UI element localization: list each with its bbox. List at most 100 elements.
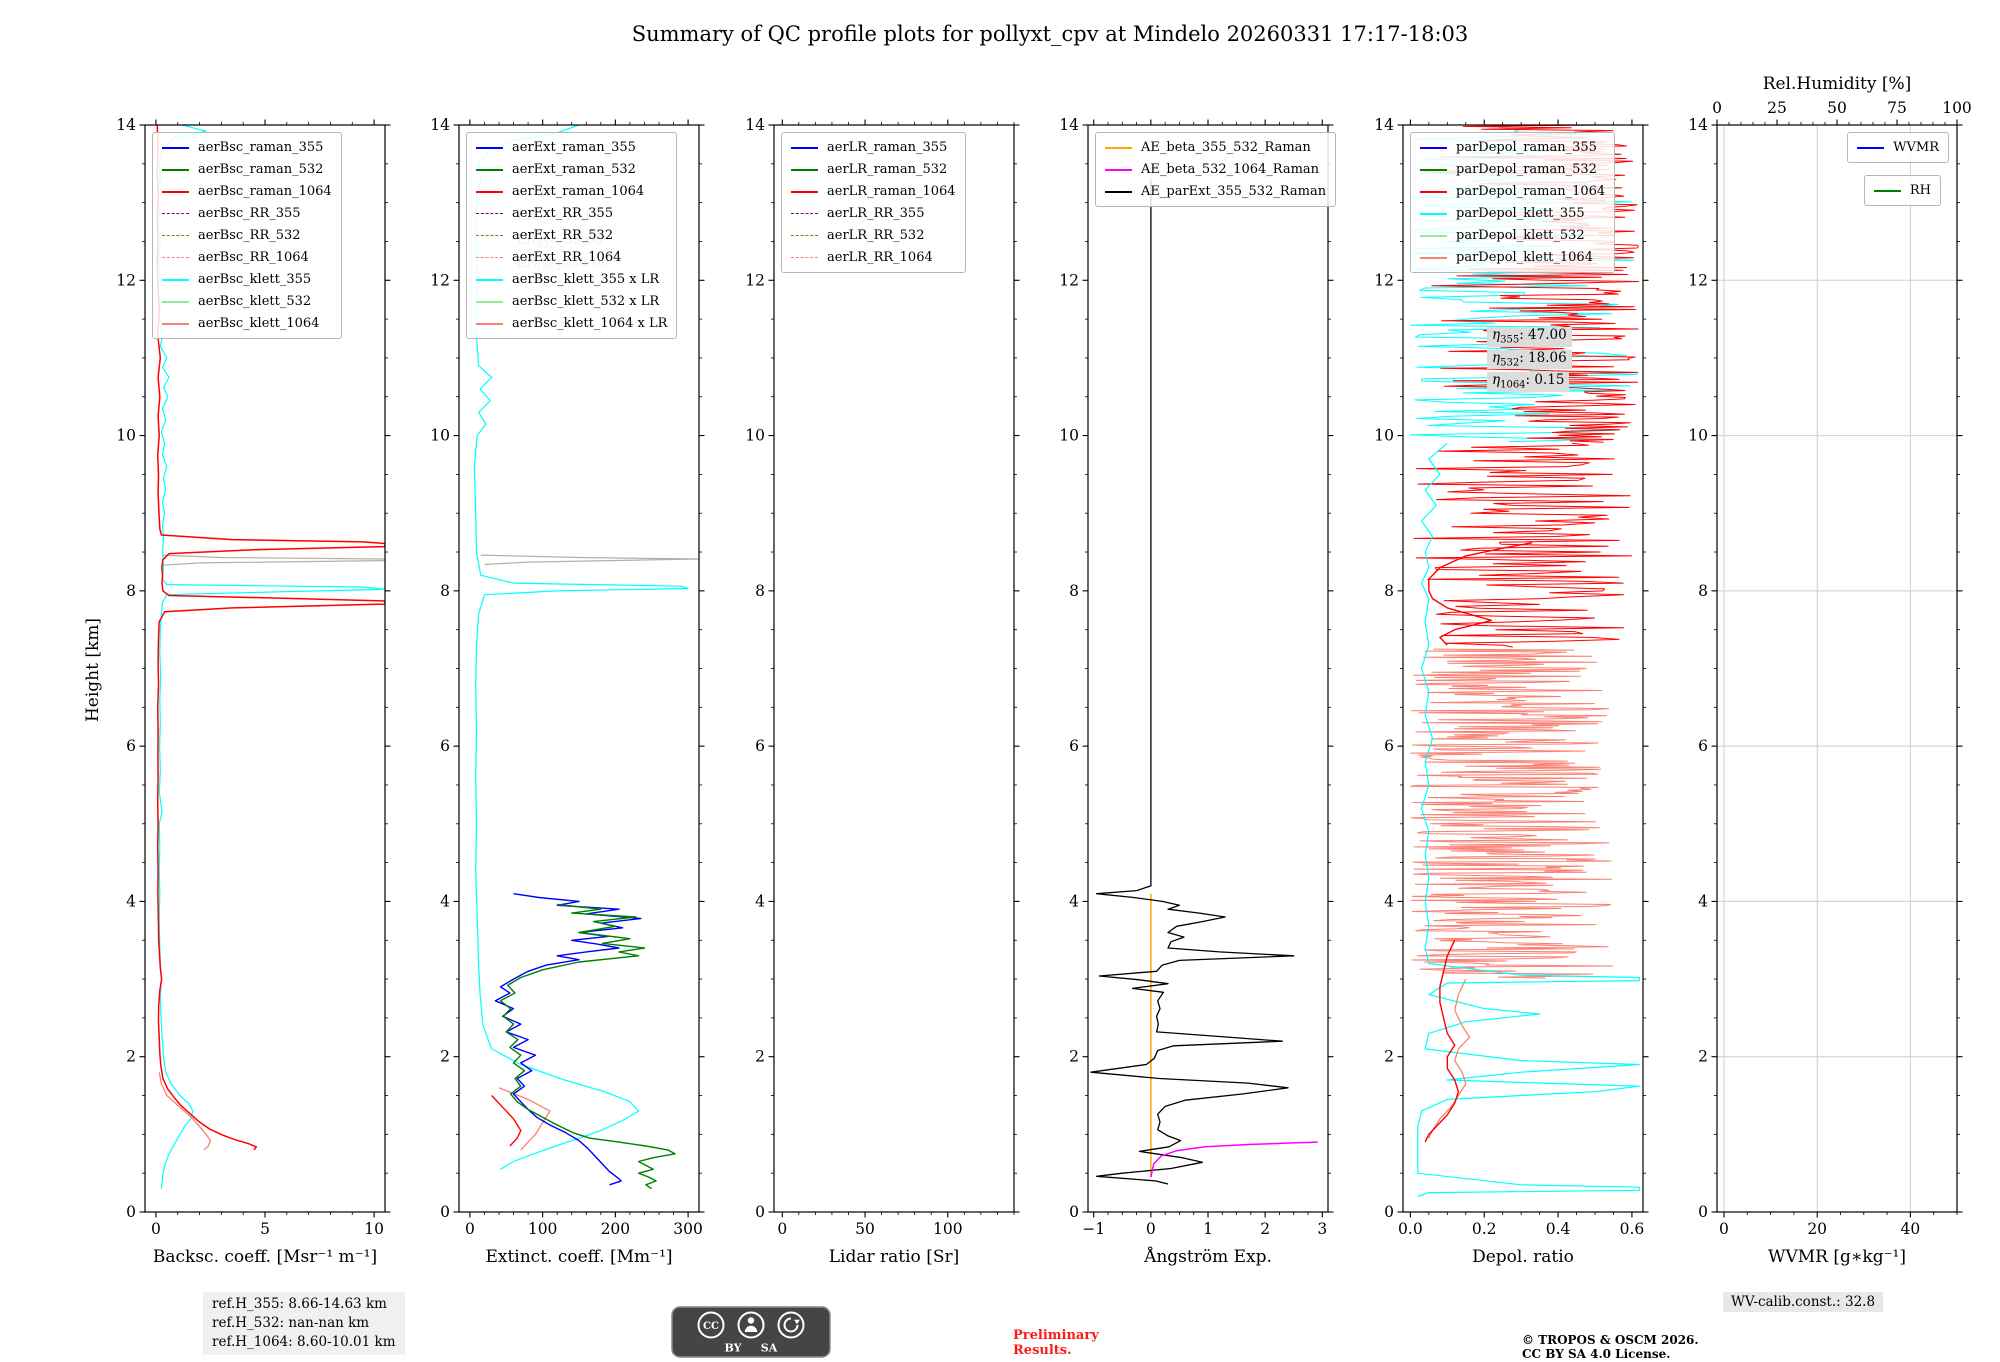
legend-entry: aerBsc_klett_532 xyxy=(162,293,332,310)
y-tick-label: 8 xyxy=(1069,582,1079,600)
y-tick-label: 8 xyxy=(755,582,765,600)
legend-label: parDepol_raman_532 xyxy=(1456,162,1597,177)
x-tick-label: 1 xyxy=(1203,1220,1213,1238)
y-tick-label: 12 xyxy=(1059,271,1079,289)
legend: parDepol_raman_355 parDepol_raman_532 parD… xyxy=(1410,132,1616,273)
y-tick-label: 0 xyxy=(755,1203,765,1221)
ref-h-532: ref.H_532: nan-nan km xyxy=(212,1315,370,1331)
y-tick-label: 12 xyxy=(1374,271,1394,289)
legend: RH xyxy=(1863,175,1941,206)
y-tick-label: 4 xyxy=(1384,892,1394,910)
series-aerBsc_klett_1064_x_LR xyxy=(498,1087,551,1151)
legend-line-sample xyxy=(476,213,503,214)
legend-line-sample xyxy=(476,257,503,258)
legend-line-sample xyxy=(1420,168,1447,171)
legend-label: aerExt_raman_1064 xyxy=(512,184,645,199)
x-tick-label: 0.6 xyxy=(1620,1220,1645,1238)
y-tick-label: 6 xyxy=(1069,737,1079,755)
legend-label: aerExt_raman_355 xyxy=(512,140,636,155)
x-tick-label: 0 xyxy=(151,1220,161,1238)
legend-entry: aerExt_RR_1064 xyxy=(476,249,667,266)
wv-calibration-note: WV-calib.const.: 32.8 xyxy=(1723,1292,1884,1312)
legend-entry: aerBsc_raman_355 xyxy=(162,139,332,156)
legend-label: aerLR_RR_532 xyxy=(827,228,925,243)
x-tick-label: 0.2 xyxy=(1472,1220,1497,1238)
legend-label: parDepol_klett_532 xyxy=(1456,228,1585,243)
legend-line-sample xyxy=(162,257,189,258)
legend-entry: aerLR_raman_1064 xyxy=(791,183,956,200)
legend-line-sample xyxy=(1105,190,1132,193)
x-tick-label: 100 xyxy=(528,1220,558,1238)
legend-line-sample xyxy=(476,168,503,171)
ref-h-355: ref.H_355: 8.66-14.63 km xyxy=(212,1296,387,1312)
series-aerExt_raman_1064 xyxy=(491,1095,522,1147)
x-tick-label: 10 xyxy=(364,1220,384,1238)
cc-badge-image: CC BY SA xyxy=(671,1306,831,1358)
legend-line-sample xyxy=(476,278,503,281)
legend-line-sample xyxy=(1105,146,1132,149)
legend-entry: aerLR_raman_532 xyxy=(791,161,956,178)
legend-line-sample xyxy=(162,146,189,149)
plot-frame xyxy=(1716,124,1958,1213)
legend-line-sample xyxy=(162,168,189,171)
x-axis-label: WVMR [g∗kg⁻¹] xyxy=(1768,1247,1906,1267)
y-tick-label: 6 xyxy=(440,737,450,755)
legend-label: parDepol_klett_1064 xyxy=(1456,250,1593,265)
y-tick-label: 12 xyxy=(745,271,765,289)
legend-line-sample xyxy=(162,235,189,236)
y-tick-label: 0 xyxy=(1698,1203,1708,1221)
legend-label: aerLR_raman_1064 xyxy=(827,184,956,199)
legend-label: AE_parExt_355_532_Raman xyxy=(1141,184,1327,199)
legend-entry: aerBsc_RR_1064 xyxy=(162,249,332,266)
y-tick-label: 10 xyxy=(116,427,136,445)
top-tick-label: 0 xyxy=(1712,99,1722,117)
legend-label: aerBsc_klett_1064 x LR xyxy=(512,316,668,331)
x-axis-label: Lidar ratio [Sr] xyxy=(829,1247,959,1267)
legend-label: aerBsc_klett_1064 xyxy=(198,316,320,331)
x-tick-label: 200 xyxy=(601,1220,631,1238)
legend-line-sample xyxy=(162,322,189,325)
legend-line-sample xyxy=(1105,168,1132,171)
legend-line-sample xyxy=(476,235,503,236)
legend-entry: aerBsc_klett_1064 x LR xyxy=(476,315,667,332)
legend-entry: aerBsc_RR_532 xyxy=(162,227,332,244)
x-axis-label: Backsc. coeff. [Msr⁻¹ m⁻¹] xyxy=(153,1247,377,1267)
series-aerBsc_klett_532_x_LR xyxy=(480,554,699,566)
cc-license-badge: CC BY SA xyxy=(671,1306,831,1362)
x-axis-label: Depol. ratio xyxy=(1472,1247,1574,1267)
x-tick-label: 0 xyxy=(777,1220,787,1238)
series-aerExt_raman_355 xyxy=(494,893,642,1186)
y-tick-label: 2 xyxy=(1384,1048,1394,1066)
legend-label: aerLR_RR_355 xyxy=(827,206,925,221)
x-tick-label: 100 xyxy=(933,1220,963,1238)
legend-label: aerBsc_klett_355 x LR xyxy=(512,272,660,287)
series-parDepol_raman_1064 xyxy=(1424,939,1460,1143)
y-tick-label: 10 xyxy=(1374,427,1394,445)
preliminary-results-note: Preliminary Results. xyxy=(1013,1328,1099,1358)
y-tick-label: 4 xyxy=(755,892,765,910)
y-tick-label: 12 xyxy=(430,271,450,289)
y-tick-label: 12 xyxy=(116,271,136,289)
legend-entry: parDepol_raman_355 xyxy=(1420,139,1605,156)
legend: WVMR xyxy=(1847,132,1949,163)
legend-label: parDepol_raman_355 xyxy=(1456,140,1597,155)
cc-icon xyxy=(697,1311,725,1339)
y-tick-label: 6 xyxy=(126,737,136,755)
sa-arrow-icon xyxy=(783,1317,799,1333)
legend-label: aerBsc_raman_355 xyxy=(198,140,324,155)
series-parDepol_klett_1064 xyxy=(1428,978,1471,1139)
legend-label: aerBsc_RR_1064 xyxy=(198,250,309,265)
depol-calibration-eta-note-line: η355: 47.00 xyxy=(1487,327,1572,347)
legend-line-sample xyxy=(476,300,503,303)
legend: AE_beta_355_532_Raman AE_beta_532_1064_Ra… xyxy=(1095,132,1337,207)
legend-entry: aerBsc_RR_355 xyxy=(162,205,332,222)
top-axis-label: Rel.Humidity [%] xyxy=(1763,74,1912,94)
legend-line-sample xyxy=(791,146,818,149)
legend-entry: aerLR_RR_532 xyxy=(791,227,956,244)
legend-entry: aerLR_raman_355 xyxy=(791,139,956,156)
legend-label: aerExt_RR_355 xyxy=(512,206,614,221)
panel-lidar-ratio: 0 2 4 6 8 10 12 14 0 50 100 Lidar ratio [Sr] aerLR_r… xyxy=(724,65,1028,1275)
